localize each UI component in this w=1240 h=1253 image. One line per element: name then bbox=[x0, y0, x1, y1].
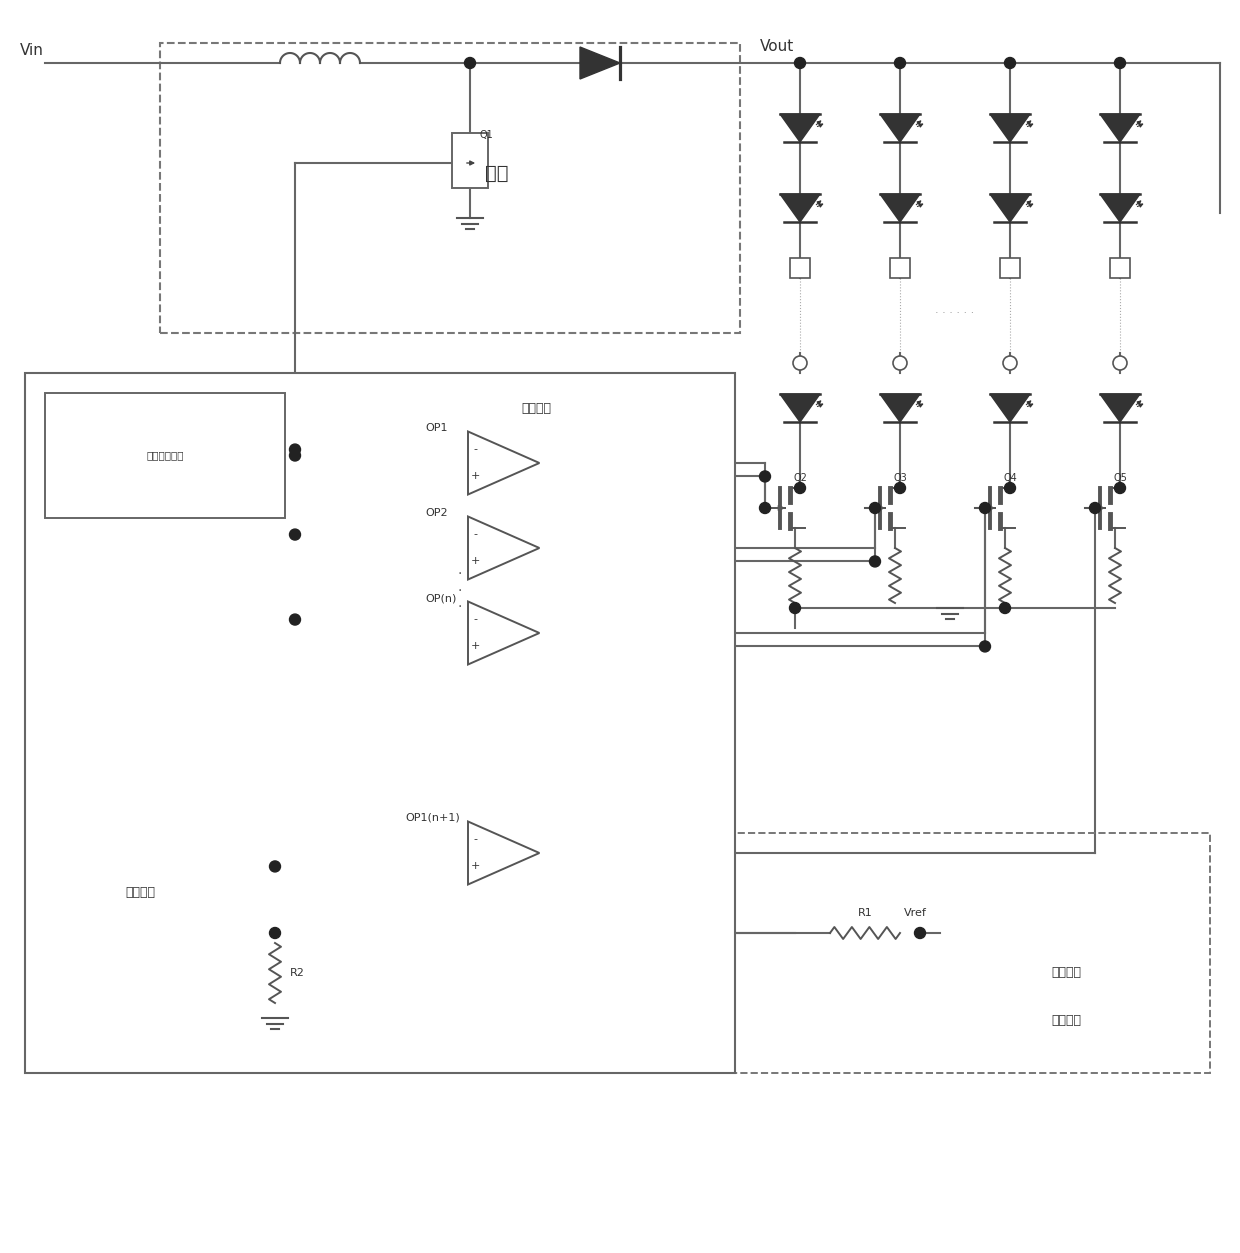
Circle shape bbox=[869, 502, 880, 514]
Circle shape bbox=[269, 927, 280, 938]
Circle shape bbox=[289, 529, 300, 540]
Polygon shape bbox=[1100, 194, 1140, 222]
Circle shape bbox=[869, 556, 880, 566]
Bar bbox=[160, 43, 740, 333]
Text: -: - bbox=[472, 834, 477, 845]
Circle shape bbox=[289, 444, 300, 455]
Circle shape bbox=[1004, 482, 1016, 494]
Text: +: + bbox=[470, 471, 480, 481]
Text: 比较单元: 比较单元 bbox=[522, 401, 552, 415]
Bar bbox=[300, 373, 730, 683]
Polygon shape bbox=[990, 393, 1030, 422]
Text: +: + bbox=[470, 556, 480, 566]
Polygon shape bbox=[467, 822, 539, 885]
Circle shape bbox=[289, 614, 300, 625]
Circle shape bbox=[269, 861, 280, 872]
Text: +: + bbox=[470, 642, 480, 652]
Bar bbox=[1110, 258, 1130, 278]
Circle shape bbox=[894, 482, 905, 494]
Circle shape bbox=[1003, 356, 1017, 370]
Text: OP1(n+1): OP1(n+1) bbox=[405, 813, 460, 823]
Text: -: - bbox=[472, 614, 477, 624]
Text: Q1: Q1 bbox=[480, 130, 494, 140]
Text: +: + bbox=[470, 862, 480, 871]
Circle shape bbox=[894, 58, 905, 69]
Text: ·
·
·: · · · bbox=[458, 568, 463, 614]
Circle shape bbox=[1115, 482, 1126, 494]
Polygon shape bbox=[780, 393, 820, 422]
Bar bbox=[730, 833, 1210, 1073]
Text: Vout: Vout bbox=[760, 39, 795, 54]
Text: R1: R1 bbox=[858, 908, 873, 918]
Polygon shape bbox=[780, 114, 820, 142]
Text: OP(n): OP(n) bbox=[425, 593, 456, 603]
Text: 检测模块: 检测模块 bbox=[125, 887, 155, 900]
Polygon shape bbox=[990, 114, 1030, 142]
Text: R2: R2 bbox=[290, 969, 305, 979]
Text: 电压调整模块: 电压调整模块 bbox=[146, 451, 184, 461]
Circle shape bbox=[980, 642, 991, 652]
Polygon shape bbox=[990, 194, 1030, 222]
Circle shape bbox=[1090, 502, 1100, 514]
Text: 电压模块: 电压模块 bbox=[1052, 1014, 1081, 1026]
Circle shape bbox=[1114, 356, 1127, 370]
Circle shape bbox=[465, 58, 475, 69]
Bar bbox=[45, 393, 285, 517]
Polygon shape bbox=[780, 194, 820, 222]
Polygon shape bbox=[880, 194, 920, 222]
Bar bbox=[999, 258, 1021, 278]
Circle shape bbox=[794, 356, 807, 370]
Text: 可调基准: 可调基准 bbox=[1052, 966, 1081, 979]
Bar bbox=[890, 258, 910, 278]
Text: -: - bbox=[472, 445, 477, 455]
Circle shape bbox=[1115, 58, 1126, 69]
Polygon shape bbox=[467, 516, 539, 579]
Polygon shape bbox=[580, 48, 620, 79]
Circle shape bbox=[790, 603, 801, 614]
Text: Q3: Q3 bbox=[893, 472, 906, 482]
Text: · · · · · ·: · · · · · · bbox=[935, 308, 975, 318]
Bar bbox=[790, 258, 810, 278]
Polygon shape bbox=[467, 431, 539, 495]
Circle shape bbox=[1004, 58, 1016, 69]
Text: Q5: Q5 bbox=[1114, 472, 1127, 482]
Bar bbox=[453, 133, 489, 188]
Polygon shape bbox=[880, 114, 920, 142]
Text: OP1: OP1 bbox=[425, 424, 448, 434]
Circle shape bbox=[795, 58, 806, 69]
Polygon shape bbox=[1100, 114, 1140, 142]
Text: -: - bbox=[472, 530, 477, 540]
Text: OP2: OP2 bbox=[425, 507, 448, 517]
Text: Vref: Vref bbox=[904, 908, 926, 918]
Circle shape bbox=[999, 603, 1011, 614]
Circle shape bbox=[914, 927, 925, 938]
Bar bbox=[25, 373, 735, 1073]
Circle shape bbox=[759, 502, 770, 514]
Text: Vin: Vin bbox=[20, 43, 43, 58]
Text: Q2: Q2 bbox=[794, 472, 807, 482]
Text: 电源: 电源 bbox=[485, 164, 508, 183]
Polygon shape bbox=[880, 393, 920, 422]
Circle shape bbox=[980, 502, 991, 514]
Circle shape bbox=[893, 356, 906, 370]
Polygon shape bbox=[1100, 393, 1140, 422]
Text: Q4: Q4 bbox=[1003, 472, 1017, 482]
Circle shape bbox=[759, 471, 770, 482]
Circle shape bbox=[795, 482, 806, 494]
Circle shape bbox=[289, 450, 300, 461]
Polygon shape bbox=[467, 601, 539, 664]
